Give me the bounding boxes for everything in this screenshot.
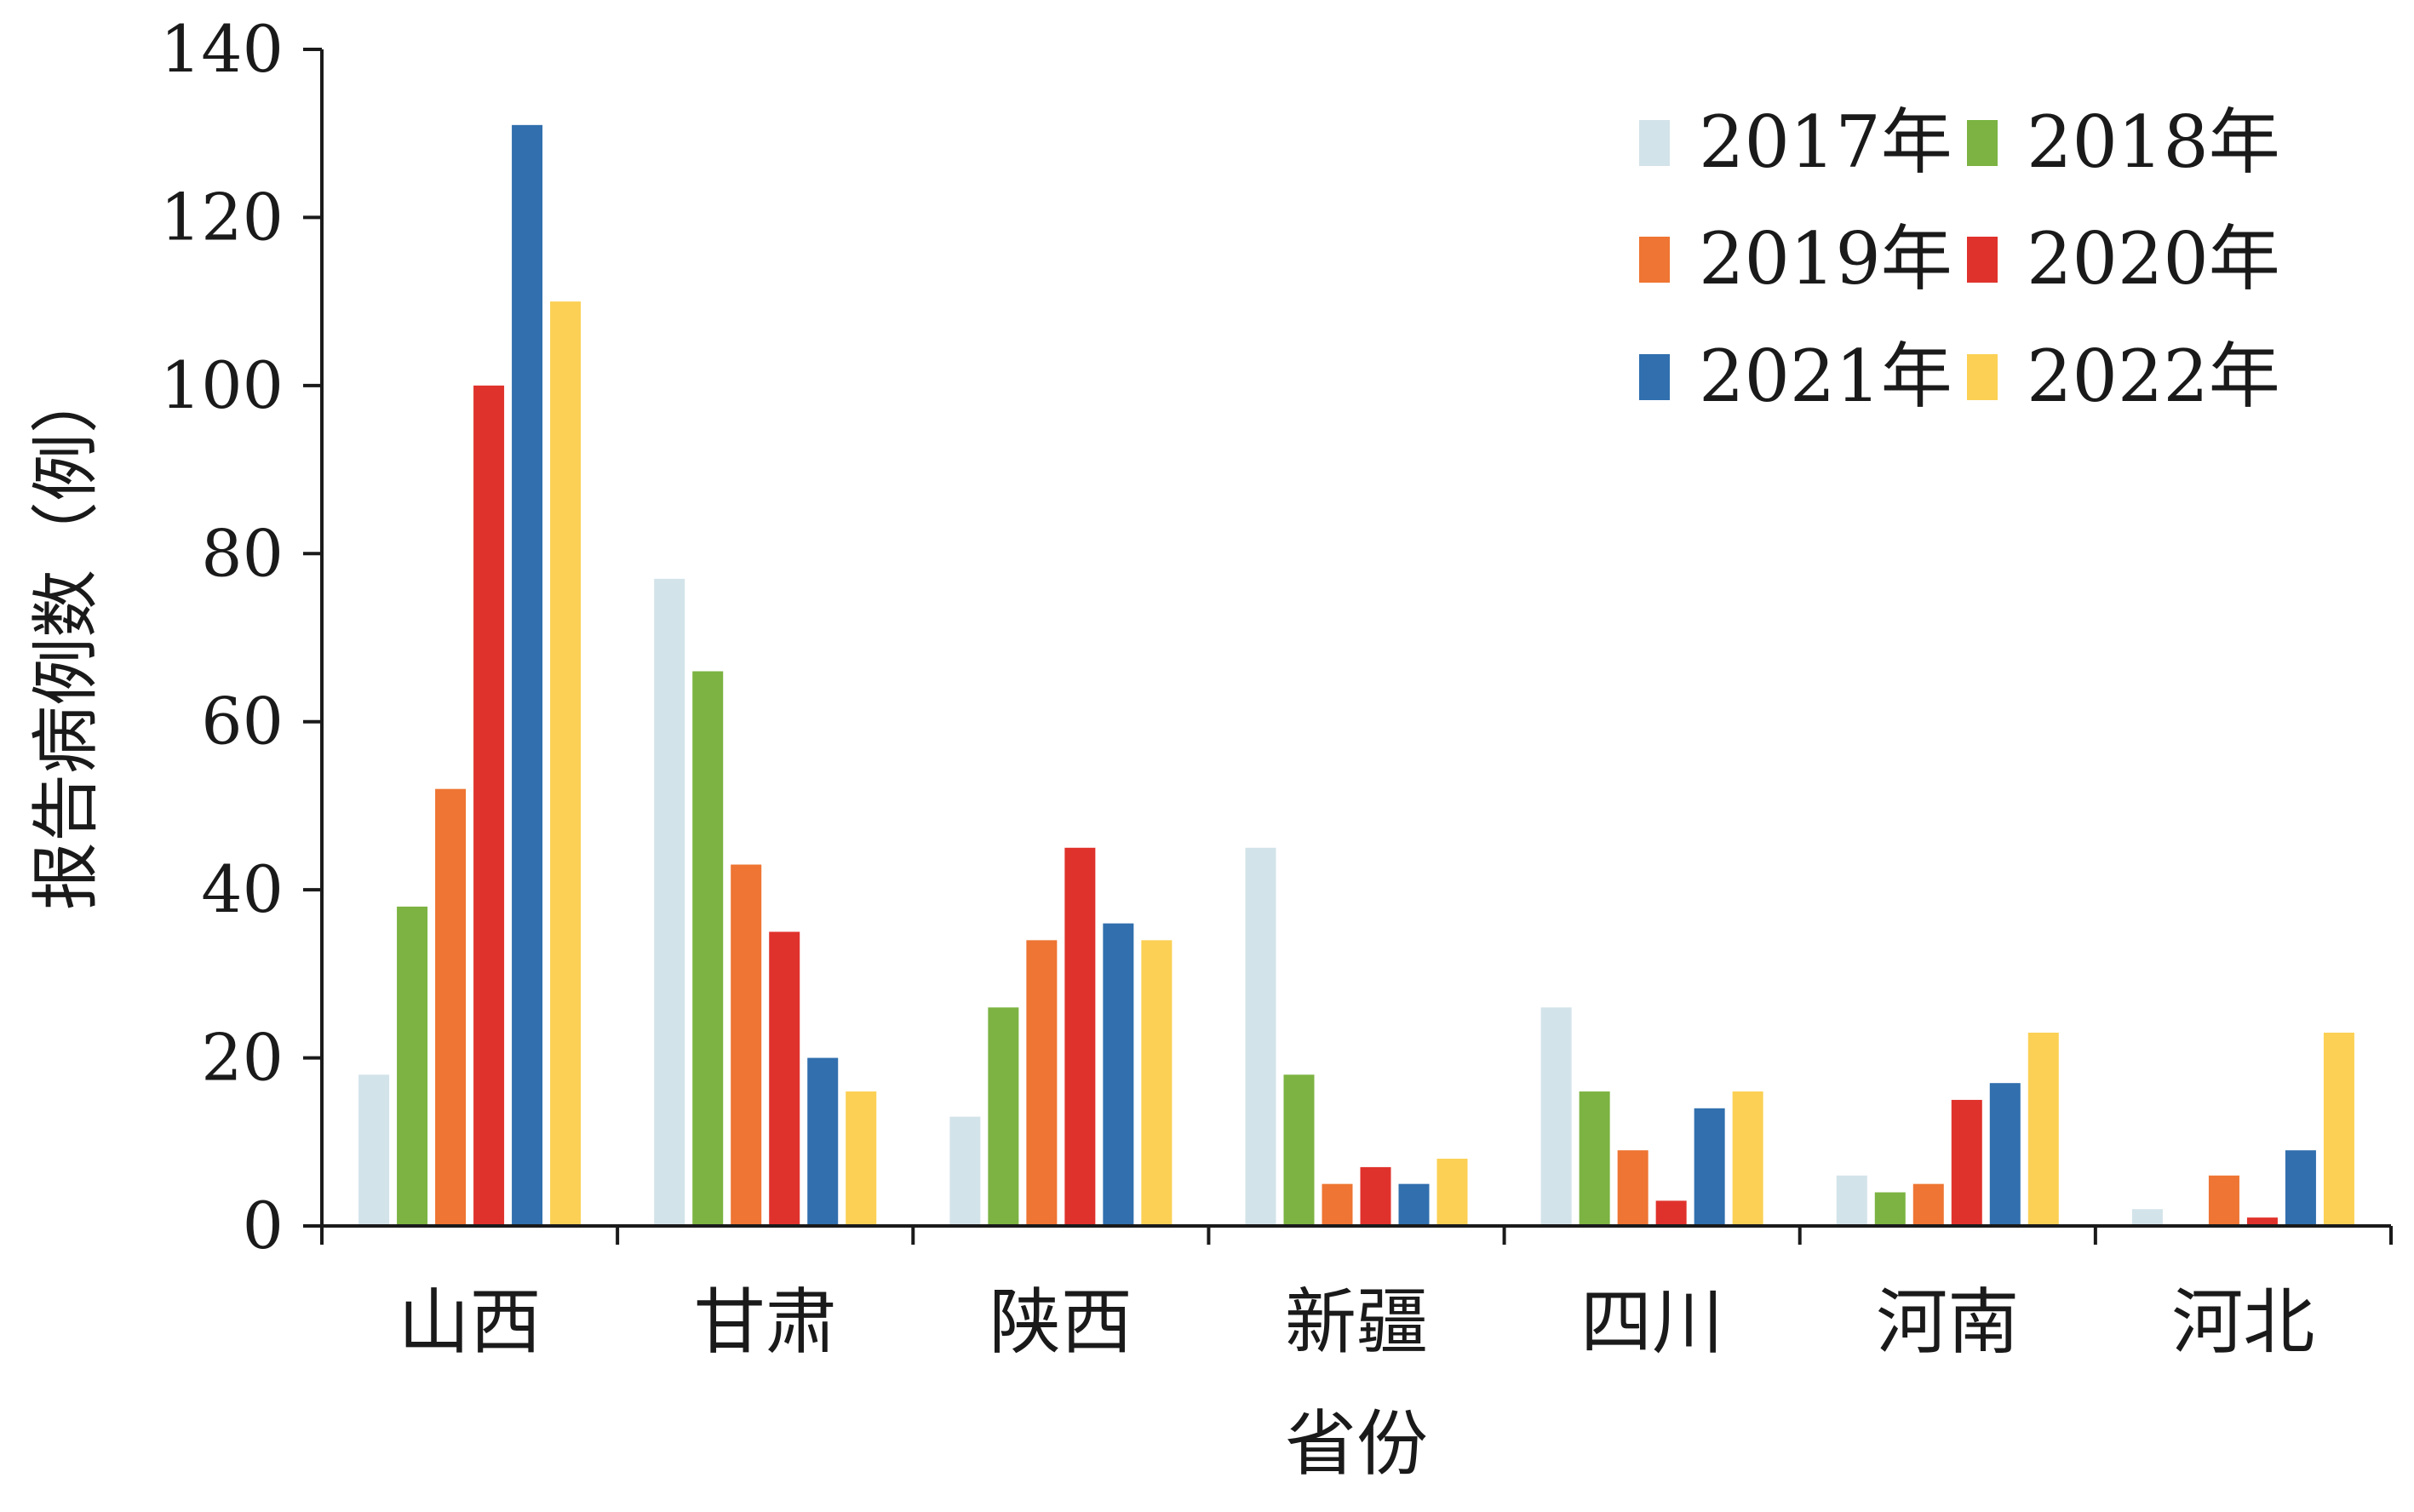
bar [1655,1200,1687,1226]
bar [1026,940,1058,1226]
bar [1103,923,1134,1226]
bar [2323,1032,2354,1226]
x-tick-label: 河北 [2171,1280,2314,1364]
bar [654,578,685,1226]
bar [1141,940,1173,1226]
legend-swatch [1967,237,1998,283]
legend-swatch [1967,354,1998,400]
bar [769,931,800,1226]
legend-swatch [1967,120,1998,166]
legend-item: 2018年 [1967,100,2280,184]
bar [846,1091,877,1226]
bar [1283,1074,1315,1226]
y-tick-label: 20 [201,1020,284,1096]
x-tick-label: 河南 [1876,1280,2019,1364]
bar-series-group [358,124,2354,1227]
bar [988,1007,1019,1226]
y-tick-label: 100 [160,347,284,423]
bar [1836,1175,1867,1226]
legend-item: 2019年 [1639,217,1952,301]
bar [1579,1091,1610,1226]
bar [2246,1217,2278,1226]
y-tick-label: 40 [201,851,284,927]
bar-series [397,671,1906,1226]
legend-label: 2019年 [1699,217,1952,301]
legend-label: 2020年 [2027,217,2280,301]
y-axis-ticks: 0 20 40 60 80 100 120 140 [160,11,322,1263]
y-tick-label: 60 [201,684,284,759]
legend-item: 2020年 [1967,217,2280,301]
y-tick-label: 80 [201,515,284,591]
legend-label: 2018年 [2027,100,2280,184]
bar [1540,1007,1572,1226]
bar-series [435,788,2239,1226]
bar [1322,1183,1353,1226]
bar [1732,1091,1763,1226]
bar [1617,1150,1649,1226]
x-tick-label: 四川 [1580,1280,1723,1364]
bar [692,671,724,1226]
bar [1694,1108,1725,1226]
bar-series [473,385,2278,1226]
legend: 2017年 2018年 2019年 2020年 2021年 2022年 [1639,100,2280,418]
bar-series [550,301,2354,1227]
bar [512,124,543,1226]
x-tick-label: 新疆 [1285,1280,1428,1364]
x-axis-ticks: 山西 甘肃 陕西 新疆 四川 河南 河北 [320,1226,2393,1364]
bar [2027,1032,2059,1226]
bar [550,301,582,1227]
y-tick-label: 0 [243,1188,284,1263]
bar [2208,1175,2239,1226]
bar [1912,1183,1944,1226]
legend-item: 2022年 [1967,335,2280,418]
legend-swatch [1639,354,1670,400]
bar [1874,1192,1906,1226]
bar [1245,847,1276,1226]
bar [1360,1166,1391,1226]
bar-series [512,124,2316,1226]
bar [473,385,505,1226]
legend-swatch [1639,237,1670,283]
legend-label: 2021年 [1699,335,1952,418]
bar [358,1074,390,1226]
x-tick-label: 甘肃 [694,1280,837,1364]
bar [435,788,467,1226]
bar [731,864,762,1226]
x-axis-title: 省份 [1285,1402,1428,1486]
bar [1951,1099,1982,1226]
bar [2131,1209,2163,1226]
bar [1064,847,1096,1226]
y-axis-title: 报告病例数（例） [26,365,106,910]
bar [1989,1083,2021,1226]
y-tick-label: 120 [160,179,284,255]
x-tick-label: 陕西 [989,1280,1132,1364]
legend-swatch [1639,120,1670,166]
legend-label: 2017年 [1699,100,1952,184]
bar [397,906,428,1226]
y-tick-label: 140 [160,11,284,87]
x-tick-label: 山西 [399,1280,542,1364]
bar [949,1116,981,1226]
bar [1398,1183,1430,1226]
legend-item: 2017年 [1639,100,1952,184]
bar [807,1057,839,1226]
bar [1436,1159,1468,1226]
legend-label: 2022年 [2027,335,2280,418]
bar [2285,1150,2316,1226]
legend-item: 2021年 [1639,335,1952,418]
bar-series [358,578,2163,1226]
